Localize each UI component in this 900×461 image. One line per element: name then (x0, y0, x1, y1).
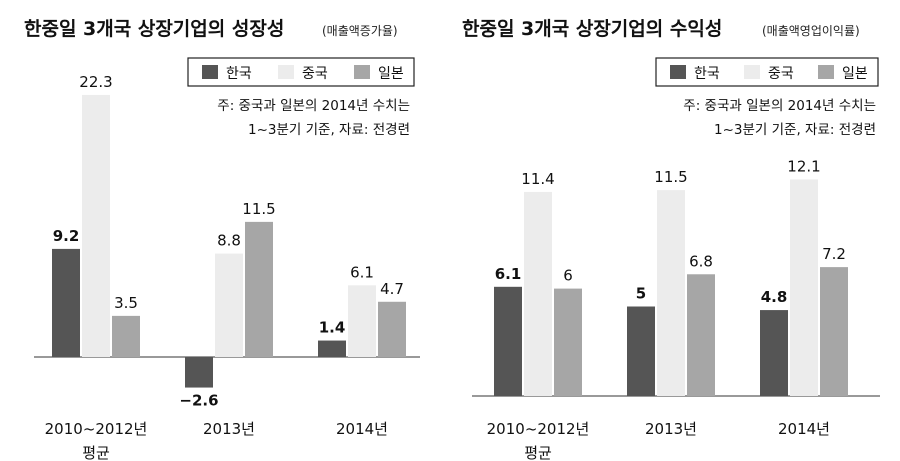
legend-swatch-korea (202, 65, 218, 79)
growth-chart: 한중일 3개국 상장기업의 성장성 (매출액증가율) 한국 중국 일본 주: 중… (24, 18, 420, 461)
value-label-japan-0: 3.5 (114, 294, 138, 312)
chart-subtitle: (매출액영업이익률) (762, 24, 860, 38)
value-label-korea-0: 6.1 (495, 265, 522, 283)
bar-japan-2 (820, 267, 848, 396)
bar-korea-0 (494, 286, 522, 396)
chart-title: 한중일 3개국 상장기업의 성장성 (24, 18, 284, 40)
bar-china-0 (82, 94, 110, 357)
note-line-1: 주: 중국과 일본의 2014년 수치는 (683, 98, 876, 114)
value-label-japan-2: 4.7 (380, 280, 404, 298)
legend-label-china: 중국 (768, 66, 794, 82)
legend-box (187, 57, 415, 87)
bar-japan-0 (554, 288, 582, 396)
legend: 한국 중국 일본 (655, 57, 879, 87)
value-label-korea-2: 4.8 (761, 288, 788, 306)
legend-swatch-china (744, 65, 760, 79)
value-label-japan-2: 7.2 (822, 245, 846, 263)
category-label-0: 2010~2012년 (45, 420, 148, 438)
note-line-2: 1~3분기 기준, 자료: 전경련 (714, 122, 876, 138)
category-label-2: 2014년 (778, 420, 830, 438)
bar-korea-0 (52, 248, 80, 357)
value-label-china-0: 11.4 (521, 170, 554, 188)
note-line-1: 주: 중국과 일본의 2014년 수치는 (217, 98, 410, 114)
value-label-korea-1: −2.6 (179, 392, 218, 410)
value-label-china-2: 12.1 (787, 157, 820, 175)
category-label-0: 2010~2012년 (487, 420, 590, 438)
chart-subtitle: (매출액증가율) (322, 24, 398, 38)
legend-swatch-china (278, 65, 294, 79)
bar-korea-2 (318, 340, 346, 357)
legend-label-japan: 일본 (842, 66, 868, 82)
value-label-korea-0: 9.2 (53, 227, 80, 245)
legend-swatch-japan (818, 65, 834, 79)
category-label-0-line2: 평균 (82, 444, 110, 461)
legend-label-korea: 한국 (694, 66, 720, 82)
value-label-japan-1: 6.8 (689, 252, 713, 270)
bar-korea-2 (760, 310, 788, 396)
value-label-korea-2: 1.4 (319, 319, 346, 337)
bar-china-0 (524, 191, 552, 396)
bar-japan-0 (112, 315, 140, 357)
category-label-1: 2013년 (203, 420, 255, 438)
value-label-japan-0: 6 (563, 267, 573, 285)
bar-china-1 (657, 190, 685, 396)
legend-label-korea: 한국 (226, 66, 252, 82)
category-label-1: 2013년 (645, 420, 697, 438)
legend-box (655, 57, 879, 87)
bar-china-2 (790, 179, 818, 396)
value-label-china-1: 11.5 (654, 168, 687, 186)
value-label-japan-1: 11.5 (242, 200, 275, 218)
legend: 한국 중국 일본 (187, 57, 415, 87)
legend-swatch-korea (670, 65, 686, 79)
bar-korea-1 (185, 357, 213, 388)
legend-label-japan: 일본 (378, 66, 404, 82)
bar-china-2 (348, 285, 376, 357)
bar-china-1 (215, 253, 243, 357)
category-label-2: 2014년 (336, 420, 388, 438)
legend-label-china: 중국 (302, 66, 328, 82)
category-label-0-line2: 평균 (524, 444, 552, 461)
bar-korea-1 (627, 306, 655, 396)
legend-swatch-japan (354, 65, 370, 79)
profitability-chart: 한중일 3개국 상장기업의 수익성 (매출액영업이익률) 한국 중국 일본 주:… (462, 18, 880, 461)
chart-title: 한중일 3개국 상장기업의 수익성 (462, 18, 722, 40)
bar-japan-1 (245, 221, 273, 357)
value-label-china-0: 22.3 (79, 73, 112, 91)
bar-japan-1 (687, 274, 715, 396)
value-label-korea-1: 5 (636, 285, 646, 303)
bar-japan-2 (378, 301, 406, 357)
note-line-2: 1~3분기 기준, 자료: 전경련 (248, 122, 410, 138)
value-label-china-1: 8.8 (217, 232, 241, 250)
value-label-china-2: 6.1 (350, 263, 374, 281)
